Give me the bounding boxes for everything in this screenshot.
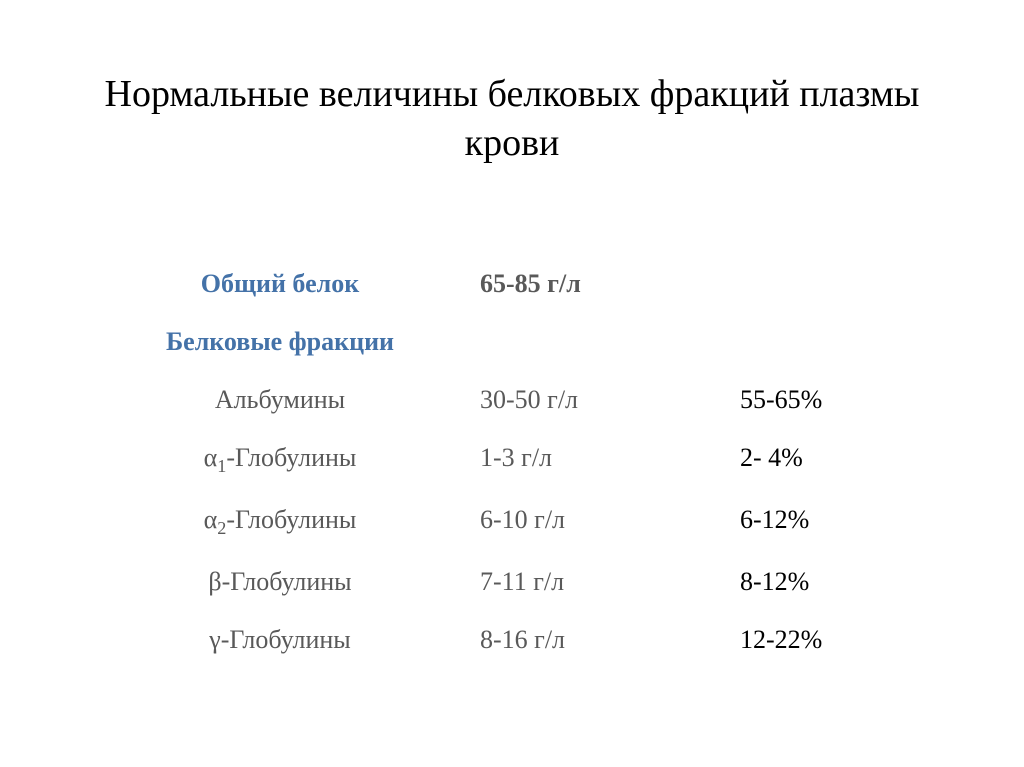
fraction-percent: 55-65% (680, 385, 880, 415)
fraction-value: 8-16 г/л (430, 625, 680, 655)
fraction-row: α2-Глобулины 6-10 г/л 6-12% (130, 505, 944, 539)
fraction-percent: 2- 4% (680, 443, 880, 473)
fraction-percent: 8-12% (680, 567, 880, 597)
total-protein-row: Общий белок 65-85 г/л (130, 269, 944, 299)
fraction-name: Альбумины (130, 385, 430, 415)
fraction-percent: 12-22% (680, 625, 880, 655)
fraction-row: β-Глобулины 7-11 г/л 8-12% (130, 567, 944, 597)
fraction-row: Альбумины 30-50 г/л 55-65% (130, 385, 944, 415)
fraction-value: 1-3 г/л (430, 443, 680, 473)
fraction-percent: 6-12% (680, 505, 880, 535)
content-table: Общий белок 65-85 г/л Белковые фракции А… (0, 269, 1024, 655)
fractions-header: Белковые фракции (130, 327, 430, 357)
fraction-name: β-Глобулины (130, 567, 430, 597)
fraction-name: α1-Глобулины (130, 443, 430, 477)
fraction-name: γ-Глобулины (130, 625, 430, 655)
fractions-header-row: Белковые фракции (130, 327, 944, 357)
page-title: Нормальные величины белковых фракций пла… (0, 70, 1024, 169)
fraction-row: α1-Глобулины 1-3 г/л 2- 4% (130, 443, 944, 477)
total-protein-label: Общий белок (130, 269, 430, 299)
fraction-row: γ-Глобулины 8-16 г/л 12-22% (130, 625, 944, 655)
fraction-value: 7-11 г/л (430, 567, 680, 597)
fraction-name: α2-Глобулины (130, 505, 430, 539)
fraction-value: 30-50 г/л (430, 385, 680, 415)
total-protein-value: 65-85 г/л (430, 269, 680, 299)
fraction-value: 6-10 г/л (430, 505, 680, 535)
